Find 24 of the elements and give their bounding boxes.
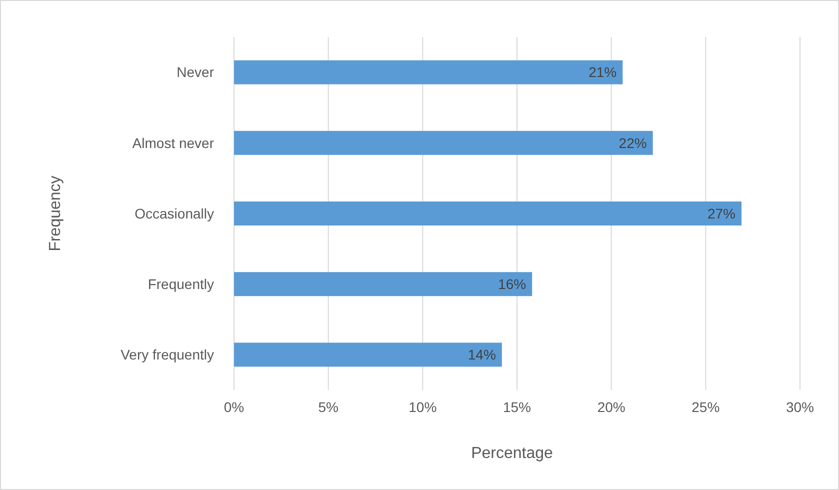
data-label: 21% xyxy=(588,64,617,80)
bar xyxy=(234,60,623,84)
x-axis-title: Percentage xyxy=(471,445,554,462)
data-label: 14% xyxy=(468,346,496,363)
data-label: 22% xyxy=(618,134,647,151)
data-label: 27% xyxy=(707,205,736,222)
bar xyxy=(234,342,502,367)
x-tick-label: 30% xyxy=(786,399,814,415)
bar xyxy=(234,272,532,296)
bar xyxy=(234,130,653,155)
x-tick-label: 10% xyxy=(408,399,437,415)
bar xyxy=(234,202,742,226)
x-tick-label: 25% xyxy=(692,399,720,415)
x-tick-label: 20% xyxy=(597,399,626,415)
y-tick-label: Never xyxy=(176,64,214,80)
y-tick-label: Occasionally xyxy=(134,205,214,222)
y-axis-title: Frequency xyxy=(47,176,64,252)
data-label: 16% xyxy=(498,276,526,292)
y-tick-label: Frequently xyxy=(148,276,214,292)
x-tick-label: 15% xyxy=(502,399,532,415)
x-tick-label: 0% xyxy=(224,399,244,415)
y-tick-label: Very frequently xyxy=(120,346,214,363)
x-tick-label: 5% xyxy=(318,399,338,415)
y-tick-label: Almost never xyxy=(132,134,214,151)
